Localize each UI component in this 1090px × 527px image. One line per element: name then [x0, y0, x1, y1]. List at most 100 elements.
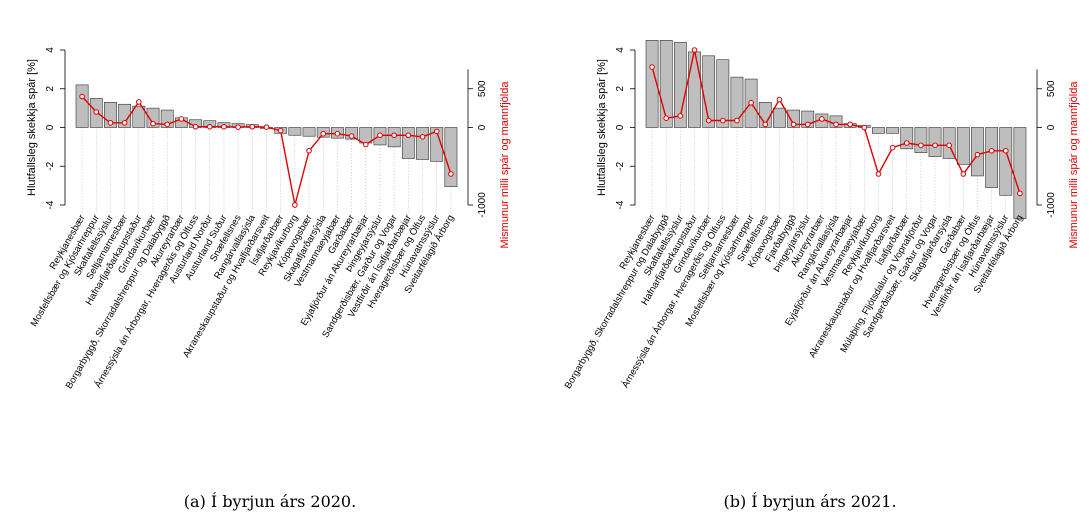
- difference-point: [1017, 190, 1023, 197]
- bar: [401, 127, 415, 159]
- right-axis-tick-label: -1000: [477, 192, 488, 218]
- chart-panel-a: -4 -2 0 2 4 Hlutfallsleg skekkja spár [%] -100…: [0, 0, 540, 490]
- difference-point: [405, 132, 412, 139]
- left-axis-tick-label: 2: [45, 86, 56, 92]
- caption-a: (a) Í byrjun árs 2020.: [183, 492, 357, 511]
- difference-point: [974, 151, 981, 158]
- difference-point: [164, 121, 171, 128]
- caption-b: (b) Í byrjun árs 2021.: [723, 492, 897, 511]
- left-axis-tick-label: 0: [615, 124, 626, 130]
- bar: [985, 127, 999, 188]
- difference-point: [833, 121, 839, 128]
- difference-point: [206, 123, 213, 130]
- difference-point: [292, 202, 298, 208]
- left-axis-tick-label: -4: [615, 200, 626, 209]
- difference-point: [93, 109, 100, 115]
- difference-point: [903, 140, 910, 146]
- chart-panel-b: -4 -2 0 2 4 Hlutfallsleg skekkja spár [%] -100…: [540, 0, 1090, 490]
- difference-point: [391, 132, 397, 139]
- bar: [773, 107, 786, 128]
- difference-point: [691, 47, 698, 53]
- difference-point: [263, 124, 270, 130]
- difference-point: [136, 99, 142, 105]
- difference-point: [121, 120, 128, 126]
- difference-point: [178, 116, 185, 122]
- difference-point: [705, 117, 712, 124]
- left-axis-tick-label: -2: [615, 161, 626, 170]
- difference-point: [875, 171, 882, 177]
- bar: [730, 76, 744, 128]
- difference-point: [946, 142, 952, 149]
- difference-point: [107, 120, 114, 126]
- difference-point: [861, 124, 868, 131]
- difference-point: [221, 123, 227, 130]
- difference-point: [960, 171, 967, 177]
- y2-axis-label: Mismunur milli spár og mannfjölda: [499, 81, 511, 249]
- bar: [999, 127, 1013, 196]
- difference-point: [334, 130, 341, 137]
- difference-point: [277, 127, 284, 134]
- difference-point: [419, 134, 426, 140]
- difference-point: [663, 115, 670, 121]
- difference-point: [790, 121, 797, 128]
- right-axis-tick-label: 500: [477, 80, 488, 97]
- difference-point: [748, 99, 754, 106]
- bar: [872, 127, 885, 134]
- difference-point: [448, 171, 454, 177]
- bar: [716, 59, 730, 128]
- difference-point: [988, 147, 995, 154]
- left-axis-tick-label: 4: [615, 47, 626, 53]
- bar: [75, 84, 89, 128]
- difference-point: [433, 128, 440, 135]
- difference-point: [649, 64, 655, 70]
- difference-point: [377, 132, 383, 139]
- difference-point: [348, 133, 355, 139]
- difference-point: [1002, 147, 1009, 154]
- y-axis-label: Hlutfallsleg skekkja spár [%]: [26, 59, 38, 196]
- left-axis-tick-label: 0: [45, 124, 56, 130]
- difference-point: [362, 141, 369, 148]
- chart-b: -4 -2 0 2 4 Hlutfallsleg skekkja spár [%] -100…: [563, 40, 1080, 391]
- difference-point: [306, 147, 312, 154]
- right-axis-tick-label: -1000: [1046, 192, 1057, 218]
- bar: [928, 127, 942, 157]
- difference-point: [762, 121, 769, 128]
- bar: [444, 127, 458, 187]
- right-axis-tick-label: 0: [1046, 124, 1057, 130]
- bar: [302, 127, 316, 137]
- bar: [971, 127, 984, 177]
- bar: [416, 127, 429, 160]
- left-axis-tick-label: -2: [45, 161, 56, 170]
- bar: [914, 127, 928, 153]
- left-axis-tick-label: -4: [45, 200, 56, 209]
- difference-point: [932, 142, 938, 149]
- bar: [1013, 127, 1027, 219]
- bar: [886, 127, 899, 134]
- bar: [118, 103, 132, 128]
- bar: [659, 40, 673, 128]
- difference-point: [819, 116, 825, 122]
- difference-point: [734, 117, 740, 124]
- difference-point: [192, 123, 199, 130]
- difference-point: [847, 121, 853, 128]
- bar: [146, 107, 160, 128]
- left-axis-tick-label: 2: [615, 86, 626, 92]
- bar: [787, 109, 800, 128]
- bar: [645, 40, 659, 128]
- difference-point: [249, 123, 256, 130]
- bar: [132, 105, 146, 128]
- y2-axis-label: Mismunur milli spár og mannfjölda: [1068, 81, 1080, 249]
- bar: [359, 127, 373, 144]
- difference-point: [150, 120, 156, 127]
- bar: [430, 127, 444, 162]
- category-label: Borgarbyggð, Skorradalshreppur og Dalaby…: [563, 213, 672, 391]
- chart-a: -4 -2 0 2 4 Hlutfallsleg skekkja spár [%] -100…: [26, 47, 511, 391]
- difference-point: [79, 93, 85, 100]
- difference-point: [804, 121, 811, 128]
- difference-point: [320, 130, 327, 137]
- bar: [956, 127, 970, 165]
- bar: [288, 127, 302, 136]
- difference-point: [677, 113, 684, 119]
- difference-point: [235, 124, 241, 130]
- bar: [688, 51, 701, 128]
